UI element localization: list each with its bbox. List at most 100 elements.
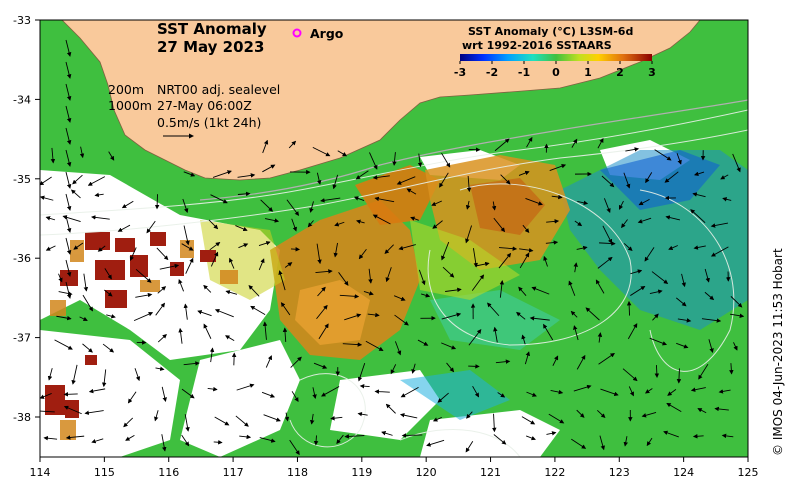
colorbar-tick-label: 3 [648,66,656,79]
current-arrow-icon [339,294,360,299]
current-arrow-icon [600,388,619,396]
current-arrow-icon [466,175,472,193]
current-arrow-icon [548,413,565,424]
current-arrow-icon [278,270,286,291]
current-arrow-icon [602,225,613,244]
current-arrow-icon [262,164,276,173]
current-arrow-icon [358,248,367,260]
current-arrow-icon [286,199,300,217]
lon-tick-label: 114 [30,466,51,479]
current-arrow-icon [135,268,152,283]
current-arrow-icon [574,220,583,227]
current-arrow-icon [282,327,288,342]
current-arrow-icon [529,316,550,321]
map-title: SST Anomaly [157,20,267,38]
colorbar-tick-label: -3 [454,66,466,79]
current-arrow-icon [549,164,567,171]
current-arrow-icon [468,329,482,346]
current-arrow-icon [571,438,587,449]
lon-tick-label: 117 [223,466,244,479]
current-arrow-icon [664,171,679,183]
current-arrow-icon [353,196,365,201]
current-arrow-icon [487,302,500,317]
current-arrow-icon [91,215,110,220]
current-arrow-icon [571,138,578,148]
current-arrow-icon [207,386,218,392]
current-arrow-icon [649,289,663,294]
current-arrow-icon [596,409,606,418]
current-arrow-icon [344,434,365,439]
current-arrow-icon [368,268,373,284]
current-arrow-icon [718,389,731,394]
current-arrow-icon [63,392,78,397]
current-arrow-icon [65,435,85,440]
current-arrow-icon [644,388,653,394]
current-arrow-icon [157,286,167,294]
current-arrow-icon [262,139,269,154]
current-arrow-icon [441,312,462,320]
current-arrow-icon [183,361,200,366]
current-arrow-icon [258,258,265,271]
current-arrow-icon [263,414,281,422]
lon-tick-label: 121 [480,466,501,479]
current-arrow-icon [65,127,72,145]
current-arrow-icon [573,384,592,392]
current-arrow-icon [697,408,707,414]
current-arrow-icon [184,414,190,432]
current-arrow-icon [47,368,53,381]
current-arrow-icon [521,334,526,345]
current-arrow-icon [183,225,190,246]
current-arrow-icon [261,391,276,398]
current-arrow-icon [65,237,72,255]
current-arrow-icon [599,241,616,246]
plot-frame [39,19,749,458]
current-arrow-icon [56,315,72,321]
current-arrow-icon [320,197,341,203]
current-arrow-icon [235,225,248,232]
current-arrow-icon [552,355,559,366]
colorbar-subtitle: wrt 1992-2016 SSTAARS [462,39,612,52]
current-arrow-icon [500,174,511,185]
current-arrow-icon [356,219,365,224]
current-arrow-icon [446,362,455,373]
current-arrow-icon [576,409,585,418]
lat-tick-label: -33 [13,14,31,27]
current-arrow-icon [65,193,72,211]
current-arrow-icon [439,172,449,188]
current-arrow-icon [652,313,659,321]
current-arrow-icon [597,256,613,269]
current-arrow-icon [472,385,479,398]
current-arrow-icon [106,314,116,319]
current-time: 27-May 06:00Z [157,98,252,113]
current-arrow-icon [87,176,106,186]
current-arrow-icon [365,340,384,351]
current-arrow-icon [733,342,738,351]
current-arrow-icon [65,105,72,123]
current-arrow-icon [392,152,397,166]
current-arrow-icon [676,153,682,165]
current-arrow-icon [677,318,692,323]
current-arrow-icon [417,153,423,168]
current-arrow-icon [161,434,167,452]
current-arrow-icon [63,405,82,415]
current-arrow-icon [474,261,490,267]
current-arrow-icon [71,364,78,385]
current-arrow-icon [585,307,600,321]
current-arrow-icon [307,220,314,228]
current-arrow-icon [628,386,634,397]
current-arrow-icon [157,333,167,343]
current-arrow-icon [291,391,299,403]
current-arrow-icon [40,195,54,201]
current-arrow-icon [312,147,331,157]
current-arrow-icon [332,174,339,190]
current-arrow-icon [280,302,291,316]
current-arrow-icon [651,271,669,285]
current-arrow-icon [178,279,184,292]
current-arrow-icon [290,356,302,368]
current-arrow-icon [316,172,322,185]
current-arrow-icon [401,433,423,438]
current-arrow-icon [155,366,165,371]
current-arrow-icon [667,389,677,396]
cool-anomaly [560,150,748,330]
current-arrow-icon [317,286,326,297]
